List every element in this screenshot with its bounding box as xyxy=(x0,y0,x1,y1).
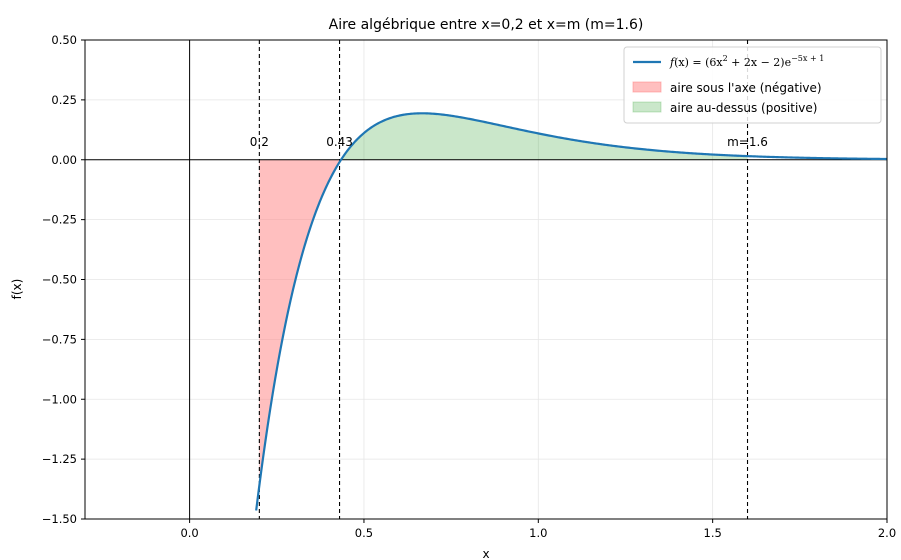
x-tick-label-3: 1.5 xyxy=(704,526,722,540)
x-tick-label-4: 2.0 xyxy=(878,526,896,540)
legend-neg-label: aire sous l'axe (négative) xyxy=(670,81,822,95)
y-axis-label: f(x) xyxy=(10,279,24,300)
y-tick-label-8: 0.50 xyxy=(51,33,77,47)
chart-title: Aire algébrique entre x=0,2 et x=m (m=1.… xyxy=(329,17,644,33)
legend-box xyxy=(623,46,882,124)
vline-label-0: 0.2 xyxy=(250,135,269,149)
y-tick-label-3: −0.75 xyxy=(42,332,77,346)
x-ticks: 0.0 0.5 1.0 1.5 2.0 xyxy=(180,519,896,540)
legend-curve-label: f(x) = (6x2 + 2x − 2)e−5x + 1 xyxy=(669,54,824,69)
curve-line xyxy=(255,112,888,511)
x-tick-label-2: 1.0 xyxy=(529,526,547,540)
legend-curve-label-sup1: 2 xyxy=(723,54,728,63)
vline-annotations: 0.2 0.43 m=1.6 xyxy=(250,135,768,149)
y-tick-label-6: 0.00 xyxy=(51,153,77,167)
legend-pos-label: aire au-dessus (positive) xyxy=(670,101,817,115)
fill-area-0 xyxy=(259,159,340,486)
y-tick-label-7: 0.25 xyxy=(51,93,77,107)
y-tick-label-0: −1.50 xyxy=(42,512,77,526)
y-tick-label-2: −1.00 xyxy=(42,392,77,406)
legend-curve-label-sup2: −5x + 1 xyxy=(791,54,824,63)
vline-label-2: m=1.6 xyxy=(727,135,768,149)
y-ticks: −1.50 −1.25 −1.00 −0.75 −0.50 −0.25 0.00 0.25 0.… xyxy=(42,33,85,526)
vline-label-1: 0.43 xyxy=(326,135,353,149)
x-axis-label: x xyxy=(482,547,489,560)
reference-axes xyxy=(85,40,887,519)
y-tick-label-5: −0.25 xyxy=(42,213,77,227)
legend-neg-swatch xyxy=(632,81,662,93)
y-tick-label-4: −0.50 xyxy=(42,273,77,287)
legend: f(x) = (6x2 + 2x − 2)e−5x + 1 aire sous … xyxy=(623,46,882,124)
x-tick-label-0: 0.0 xyxy=(180,526,198,540)
legend-curve-label-prefix: f xyxy=(669,56,676,69)
curve-layer xyxy=(255,112,888,511)
x-tick-label-1: 0.5 xyxy=(355,526,373,540)
legend-curve-label-mid: + 2x − 2)e xyxy=(728,56,791,69)
legend-pos-swatch xyxy=(632,101,662,113)
legend-curve-label-body: (x) = (6x xyxy=(674,56,723,69)
y-tick-label-1: −1.25 xyxy=(42,452,77,466)
